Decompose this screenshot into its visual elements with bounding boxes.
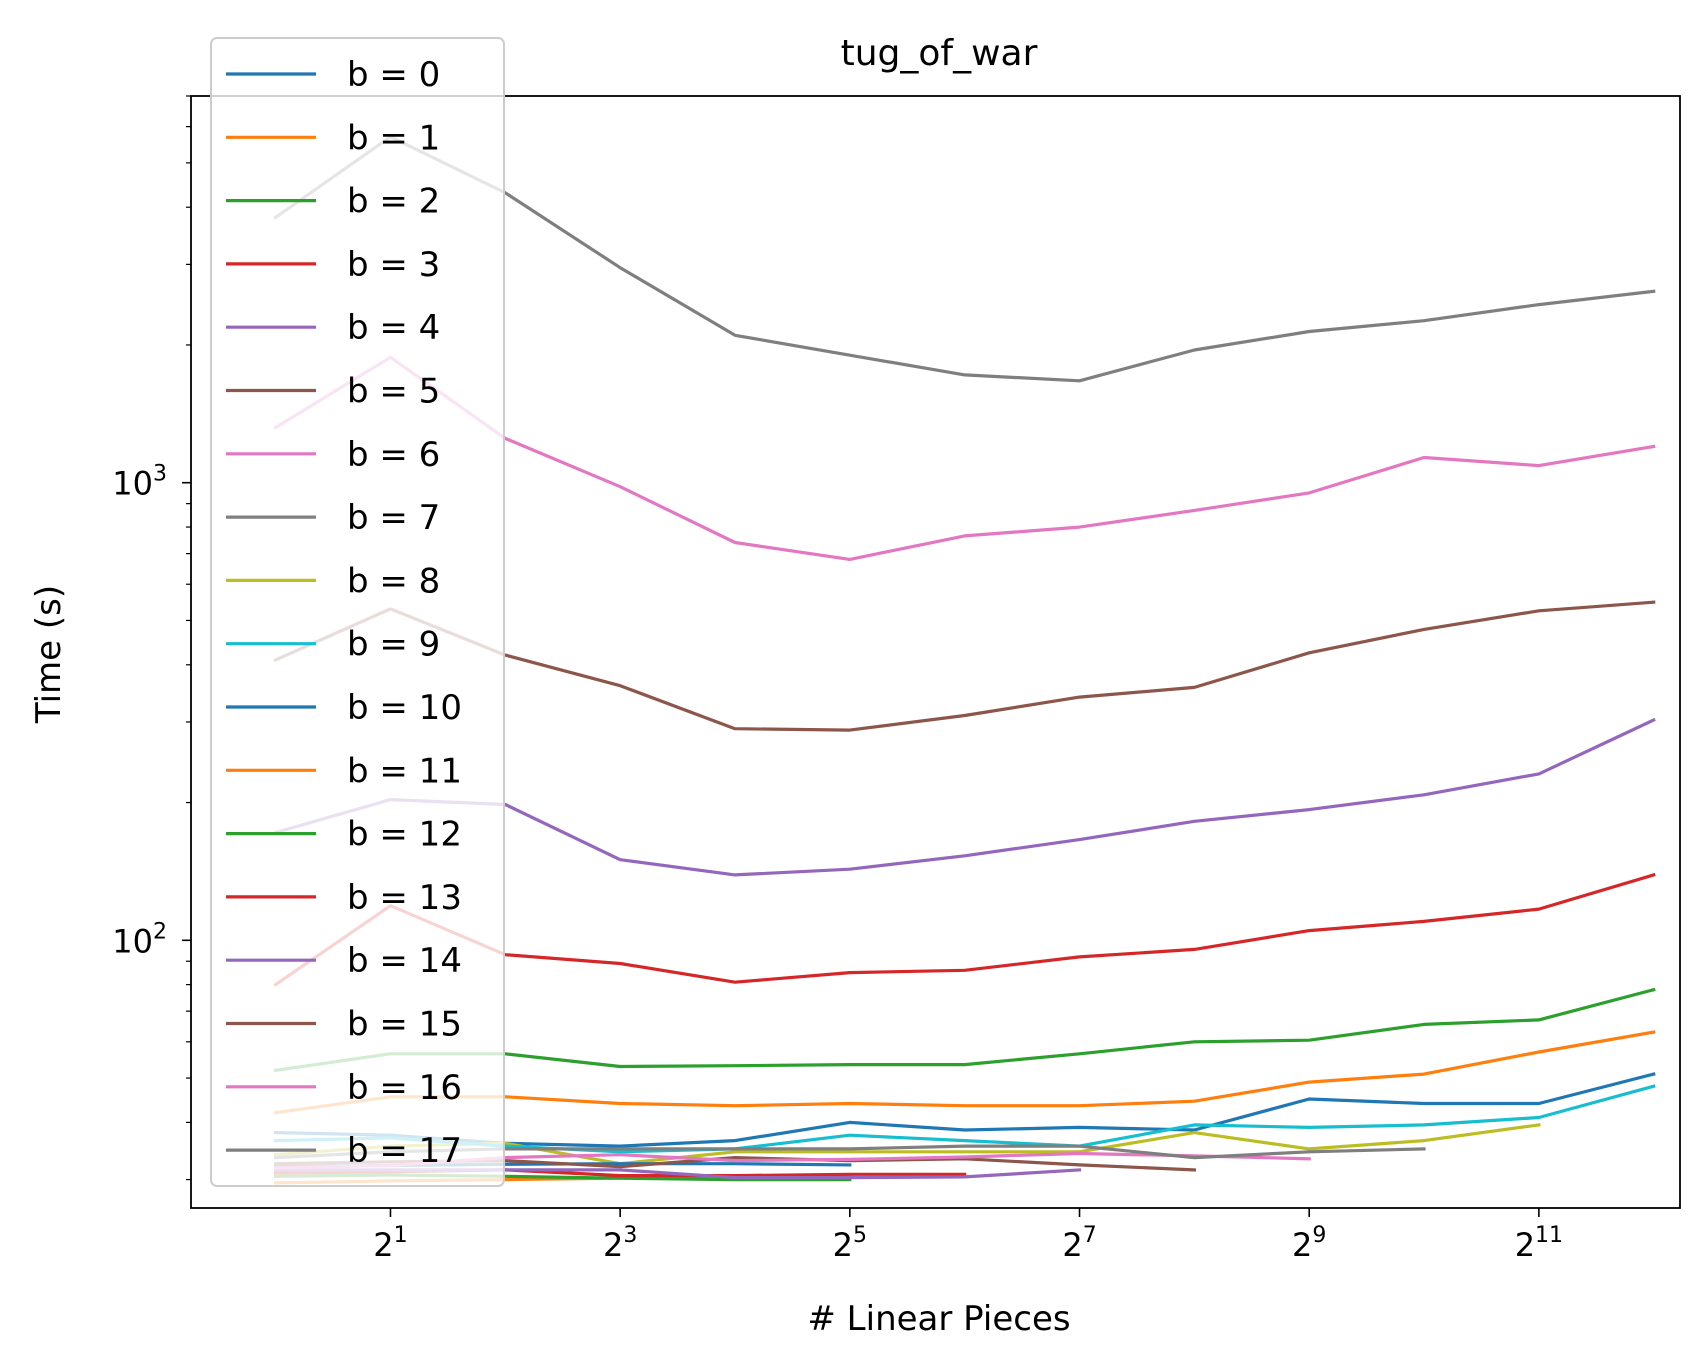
legend-label: b = 7: [347, 498, 440, 538]
x-tick-label: 29: [1292, 1223, 1326, 1264]
axes: 21 23 25 27 29 211 102 103: [112, 95, 1563, 1264]
legend-label: b = 6: [347, 435, 440, 475]
legend-label: b = 4: [347, 308, 440, 348]
plot-frame: [190, 95, 1681, 1209]
series-line-b7: [273, 135, 1656, 383]
chart-title: tug_of_war: [841, 33, 1038, 74]
x-tick-label: 25: [833, 1223, 867, 1264]
legend-label: b = 17: [347, 1131, 462, 1171]
series-line-b5: [273, 600, 1656, 732]
y-axis-label: Time (s): [29, 585, 69, 724]
legend-label: b = 5: [347, 372, 440, 412]
legend-label: b = 14: [347, 941, 462, 981]
y-tick-label: 103: [112, 462, 167, 503]
legend-label: b = 2: [347, 182, 440, 222]
x-tick-label: 211: [1515, 1223, 1563, 1264]
legend: b = 0 b = 1 b = 2 b = 3 b = 4 b = 5 b = 6 b = 7…: [210, 37, 505, 1187]
legend-label: b = 12: [347, 815, 462, 855]
series-line-b4: [273, 717, 1656, 877]
series-line-b3: [273, 872, 1656, 987]
legend-label: b = 3: [347, 245, 440, 285]
x-tick-label: 23: [603, 1223, 637, 1264]
x-tick-label: 27: [1062, 1223, 1096, 1264]
legend-label: b = 9: [347, 625, 440, 665]
legend-label: b = 8: [347, 561, 440, 601]
legend-label: b = 10: [347, 688, 462, 728]
legend-label: b = 0: [347, 55, 440, 95]
x-axis-label: # Linear Pieces: [807, 1299, 1070, 1339]
legend-label: b = 16: [347, 1068, 462, 1108]
series-line-b6: [273, 355, 1656, 562]
legend-label: b = 11: [347, 751, 462, 791]
series-line-b1: [273, 1030, 1656, 1115]
series-line-b9: [273, 1084, 1656, 1154]
series-line-b2: [273, 987, 1656, 1073]
legend-label: b = 1: [347, 118, 440, 158]
legend-label: b = 13: [347, 878, 462, 918]
legend-label: b = 15: [347, 1005, 462, 1045]
legend-box: [210, 37, 505, 1187]
y-tick-label: 102: [112, 919, 167, 960]
x-tick-label: 21: [373, 1223, 407, 1264]
